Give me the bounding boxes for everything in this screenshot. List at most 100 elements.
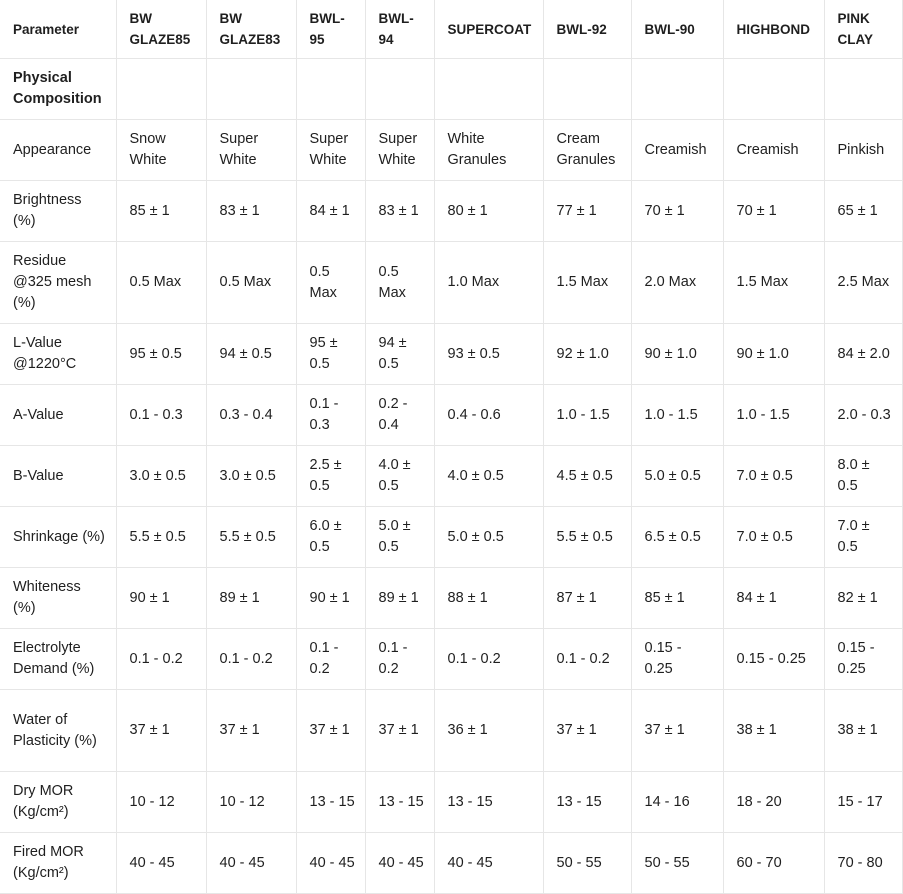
parameter-label: Electrolyte Demand (%) [0, 628, 117, 690]
table-cell: 94 ± 0.5 [365, 323, 435, 385]
parameter-label: B-Value [0, 445, 117, 507]
table-cell [631, 58, 724, 120]
table-cell: 0.1 - 0.2 [365, 628, 435, 690]
table-cell: 0.1 - 0.3 [296, 384, 366, 446]
table-row: Dry MOR (Kg/cm²) 10 - 12 10 - 12 13 - 15… [0, 771, 903, 833]
parameter-label: Shrinkage (%) [0, 506, 117, 568]
table-cell: 0.15 - 0.25 [723, 628, 825, 690]
table-cell: 7.0 ± 0.5 [723, 445, 825, 507]
column-header: BW GLAZE85 [116, 0, 207, 59]
table-cell: 0.5 Max [206, 241, 297, 324]
column-header: SUPERCOAT [434, 0, 544, 59]
table-cell: 90 ± 1.0 [631, 323, 724, 385]
table-cell: 6.0 ± 0.5 [296, 506, 366, 568]
table-cell: 50 - 55 [543, 832, 632, 894]
table-cell: 70 ± 1 [631, 180, 724, 242]
table-cell: 85 ± 1 [116, 180, 207, 242]
parameter-label: Fired MOR (Kg/cm²) [0, 832, 117, 894]
table-cell: 13 - 15 [434, 771, 544, 833]
table-cell: Creamish [723, 119, 825, 181]
table-cell: 3.0 ± 0.5 [206, 445, 297, 507]
table-cell: 85 ± 1 [631, 567, 724, 629]
table-cell: 0.4 - 0.6 [434, 384, 544, 446]
table-cell: 0.2 - 0.4 [365, 384, 435, 446]
section-row: Physical Composition [0, 58, 903, 120]
table-cell: 93 ± 0.5 [434, 323, 544, 385]
table-cell: 40 - 45 [296, 832, 366, 894]
table-cell: 5.5 ± 0.5 [543, 506, 632, 568]
table-cell [296, 58, 366, 120]
column-header: BWL-90 [631, 0, 724, 59]
parameter-label: Whiteness (%) [0, 567, 117, 629]
table-cell [434, 58, 544, 120]
table-cell: Super White [365, 119, 435, 181]
table-cell: 90 ± 1 [296, 567, 366, 629]
table-cell: 82 ± 1 [824, 567, 903, 629]
table-cell: 37 ± 1 [116, 689, 207, 772]
table-row: L-Value @1220°C 95 ± 0.5 94 ± 0.5 95 ± 0… [0, 323, 903, 385]
table-cell: 5.5 ± 0.5 [206, 506, 297, 568]
parameter-label: L-Value @1220°C [0, 323, 117, 385]
table-header-row: Parameter BW GLAZE85 BW GLAZE83 BWL-95 B… [0, 0, 903, 59]
table-cell: 95 ± 0.5 [296, 323, 366, 385]
table-cell [206, 58, 297, 120]
table-cell: 10 - 12 [116, 771, 207, 833]
column-header: BW GLAZE83 [206, 0, 297, 59]
table-cell: 40 - 45 [365, 832, 435, 894]
table-cell: Super White [206, 119, 297, 181]
parameter-label: Brightness (%) [0, 180, 117, 242]
table-cell: 0.15 - 0.25 [824, 628, 903, 690]
table-cell: 95 ± 0.5 [116, 323, 207, 385]
table-row: Residue @325 mesh (%) 0.5 Max 0.5 Max 0.… [0, 241, 903, 324]
table-cell: Snow White [116, 119, 207, 181]
table-cell: 0.5 Max [296, 241, 366, 324]
table-cell: 13 - 15 [543, 771, 632, 833]
table-cell: 0.3 - 0.4 [206, 384, 297, 446]
table-row: B-Value 3.0 ± 0.5 3.0 ± 0.5 2.5 ± 0.5 4.… [0, 445, 903, 507]
table-cell: Super White [296, 119, 366, 181]
parameter-label: Residue @325 mesh (%) [0, 241, 117, 324]
table-cell: 7.0 ± 0.5 [723, 506, 825, 568]
table-cell: 15 - 17 [824, 771, 903, 833]
table-cell: 50 - 55 [631, 832, 724, 894]
table-cell: 5.5 ± 0.5 [116, 506, 207, 568]
parameter-label: Water of Plasticity (%) [0, 689, 117, 772]
table-cell: 40 - 45 [116, 832, 207, 894]
table-cell: 70 - 80 [824, 832, 903, 894]
table-cell: 1.0 - 1.5 [543, 384, 632, 446]
table-cell: 60 - 70 [723, 832, 825, 894]
table-cell: 84 ± 2.0 [824, 323, 903, 385]
table-cell: 1.0 - 1.5 [631, 384, 724, 446]
column-header: BWL-94 [365, 0, 435, 59]
table-cell: 84 ± 1 [723, 567, 825, 629]
table-cell: 88 ± 1 [434, 567, 544, 629]
table-cell: White Granules [434, 119, 544, 181]
table-cell: 83 ± 1 [365, 180, 435, 242]
table-cell: 1.5 Max [543, 241, 632, 324]
table-cell: 18 - 20 [723, 771, 825, 833]
table-cell: 92 ± 1.0 [543, 323, 632, 385]
column-header: Parameter [0, 0, 117, 59]
section-title: Physical Composition [0, 58, 117, 120]
table-cell: 5.0 ± 0.5 [434, 506, 544, 568]
table-cell: 37 ± 1 [365, 689, 435, 772]
table-cell: 40 - 45 [206, 832, 297, 894]
table-cell [824, 58, 903, 120]
table-cell: 3.0 ± 0.5 [116, 445, 207, 507]
table-cell: 13 - 15 [296, 771, 366, 833]
table-cell: 36 ± 1 [434, 689, 544, 772]
table-cell [116, 58, 207, 120]
table-cell: 0.1 - 0.2 [296, 628, 366, 690]
table-cell: 13 - 15 [365, 771, 435, 833]
table-cell: 37 ± 1 [296, 689, 366, 772]
table-cell: 0.15 - 0.25 [631, 628, 724, 690]
table-cell [543, 58, 632, 120]
table-cell: 90 ± 1.0 [723, 323, 825, 385]
table-cell: 65 ± 1 [824, 180, 903, 242]
table-cell: 80 ± 1 [434, 180, 544, 242]
table-row: Appearance Snow White Super White Super … [0, 119, 903, 181]
table-cell: 0.1 - 0.2 [543, 628, 632, 690]
table-cell: 94 ± 0.5 [206, 323, 297, 385]
column-header: PINK CLAY [824, 0, 903, 59]
